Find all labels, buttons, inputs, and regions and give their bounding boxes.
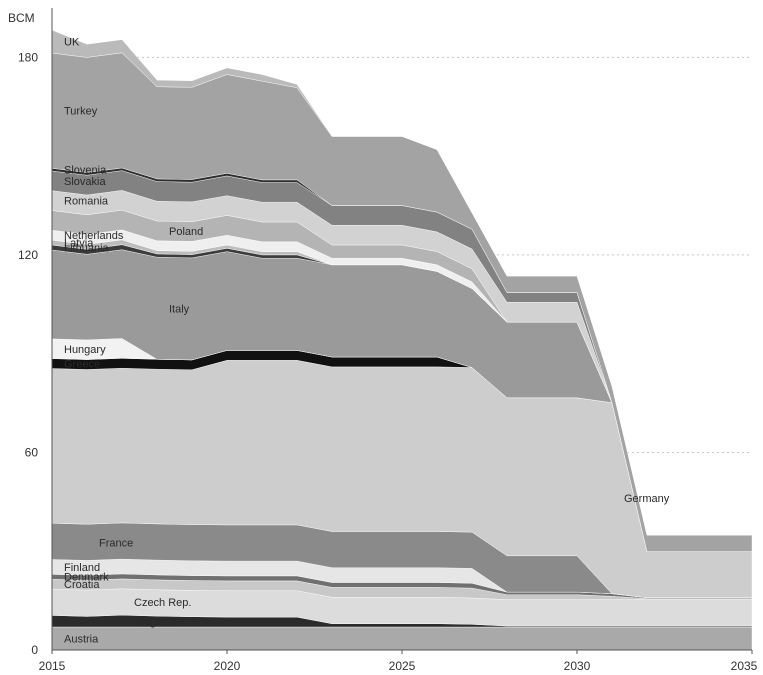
x-tick-label-4: 2035 xyxy=(731,659,758,673)
label-greece: Greece xyxy=(64,359,100,371)
x-tick-label-1: 2020 xyxy=(214,659,241,673)
axes: 0 60 120 180 2015 2020 2025 2030 2035 xyxy=(18,8,758,673)
x-tick-label-3: 2030 xyxy=(564,659,591,673)
label-latvia: Latvia xyxy=(64,238,94,250)
label-netherlands: Netherlands xyxy=(64,230,124,242)
y-tick-label-1: 60 xyxy=(25,445,39,459)
label-slovenia: Slovenia xyxy=(64,165,107,177)
label-finland: Finland xyxy=(64,562,100,574)
y-tick-label-3: 180 xyxy=(18,50,38,64)
area-series xyxy=(51,29,753,651)
label-czech-rep: Czech Rep. xyxy=(134,597,191,609)
label-uk: UK xyxy=(64,37,80,49)
label-austria: Austria xyxy=(64,633,99,645)
label-slovakia: Slovakia xyxy=(64,176,106,188)
area-uk xyxy=(51,29,752,536)
label-france: France xyxy=(99,537,133,549)
label-denmark: Denmark xyxy=(64,572,109,584)
y-tick-label-2: 120 xyxy=(18,248,38,262)
label-romania: Romania xyxy=(64,196,109,208)
y-tick-label-0: 0 xyxy=(31,643,38,657)
label-lithuania: Lithuania xyxy=(64,243,110,255)
x-tick-label-0: 2015 xyxy=(39,659,66,673)
area-austria xyxy=(51,626,753,651)
label-poland: Poland xyxy=(169,226,203,238)
unit-label: BCM xyxy=(8,11,35,25)
label-croatia: Croatia xyxy=(64,579,100,591)
label-italy: Italy xyxy=(169,303,190,315)
label-turkey: Turkey xyxy=(64,106,98,118)
label-bulgaria: Bulgaria xyxy=(134,616,175,628)
x-tick-label-2: 2025 xyxy=(389,659,416,673)
label-germany: Germany xyxy=(624,493,670,505)
label-hungary: Hungary xyxy=(64,344,106,356)
